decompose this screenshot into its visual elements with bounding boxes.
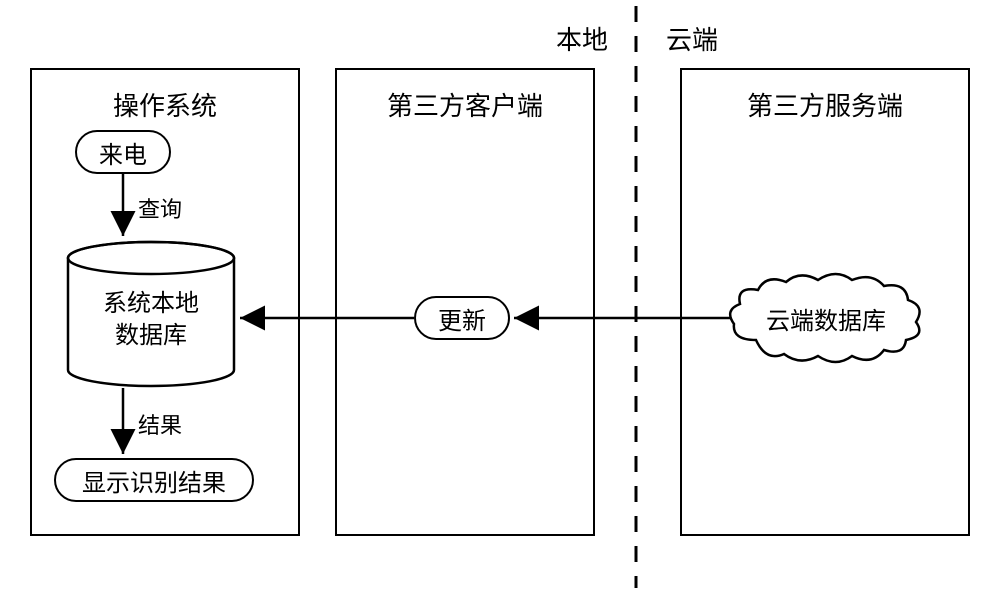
diagram-canvas: 本地 云端 操作系统 第三方客户端 第三方服务端 来电 系统本地 数据库 显示识… xyxy=(0,0,1000,616)
edge-cloud-to-update xyxy=(0,0,1000,616)
